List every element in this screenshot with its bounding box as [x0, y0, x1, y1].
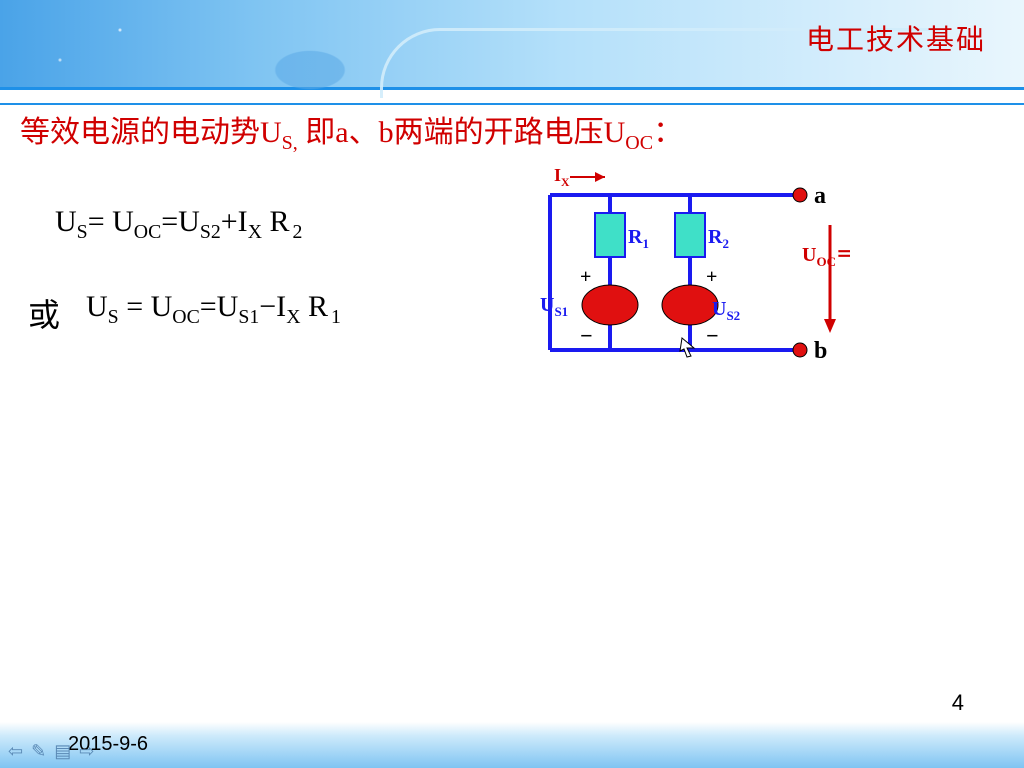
formula-1: US= UOC=US2+IX R2: [55, 205, 302, 244]
formula-2: US = UOC=US1−IX R1: [86, 290, 341, 329]
nav-prev-icon[interactable]: ⇦: [8, 741, 23, 762]
t: S1: [238, 306, 259, 328]
t: R: [262, 205, 290, 238]
t: = U: [119, 290, 173, 323]
svg-text:b: b: [814, 338, 827, 364]
nav-pen-icon[interactable]: ✎: [31, 741, 46, 762]
slide-content: 等效电源的电动势US, 即a、b两端的开路电压UOC：: [20, 112, 1004, 157]
svg-text:US1: US1: [540, 294, 568, 319]
course-title: 电工技术基础: [806, 18, 986, 58]
circuit-diagram: IXabR1R2+−+−US1US2UOC＝US: [510, 165, 850, 375]
banner-underline: [0, 103, 1024, 105]
circuit-svg: IXabR1R2+−+−US1US2UOC＝US: [510, 165, 850, 375]
svg-text:R2: R2: [708, 226, 729, 251]
nav-icons: ⇦ ✎ ▤ ⇨: [8, 741, 94, 762]
t: OC: [172, 306, 199, 328]
heading-sub: S,: [282, 132, 298, 154]
t: 2: [293, 221, 303, 243]
heading-part: ：: [653, 116, 683, 149]
page-number: 4: [952, 690, 964, 716]
t: +I: [221, 205, 248, 238]
heading-part: 即a、b两端的开路电压U: [298, 116, 625, 149]
svg-text:UOC＝US: UOC＝US: [802, 244, 850, 269]
svg-text:R1: R1: [628, 226, 649, 251]
heading-sub: OC: [625, 132, 653, 154]
svg-text:a: a: [814, 183, 826, 209]
t: =U: [200, 290, 239, 323]
t: U: [55, 205, 77, 238]
svg-text:−: −: [580, 323, 593, 348]
heading-part: 等效电源的电动势U: [20, 116, 282, 149]
svg-text:+: +: [706, 266, 717, 288]
formula-block: US= UOC=US2+IX R2: [55, 205, 302, 270]
t: = U: [88, 205, 134, 238]
t: X: [286, 306, 300, 328]
banner-ornament: [250, 48, 370, 103]
formula-block-2: US = UOC=US1−IX R1: [86, 290, 341, 355]
t: U: [86, 290, 108, 323]
t: −I: [259, 290, 286, 323]
nav-next-icon[interactable]: ⇨: [79, 741, 94, 762]
t: R: [300, 290, 328, 323]
footer-strip: [0, 722, 1024, 768]
t: 1: [331, 306, 341, 328]
t: S2: [200, 221, 221, 243]
svg-text:+: +: [580, 266, 591, 288]
slide-heading: 等效电源的电动势US, 即a、b两端的开路电压UOC：: [20, 112, 1004, 157]
slide-banner: 电工技术基础: [0, 0, 1024, 105]
svg-text:−: −: [706, 323, 719, 348]
nav-menu-icon[interactable]: ▤: [54, 741, 71, 762]
t: OC: [134, 221, 161, 243]
svg-text:IX: IX: [554, 165, 570, 189]
or-label: 或: [28, 290, 60, 336]
t: =U: [161, 205, 200, 238]
t: X: [248, 221, 262, 243]
t: S: [108, 306, 119, 328]
svg-text:US2: US2: [712, 298, 740, 323]
t: S: [77, 221, 88, 243]
